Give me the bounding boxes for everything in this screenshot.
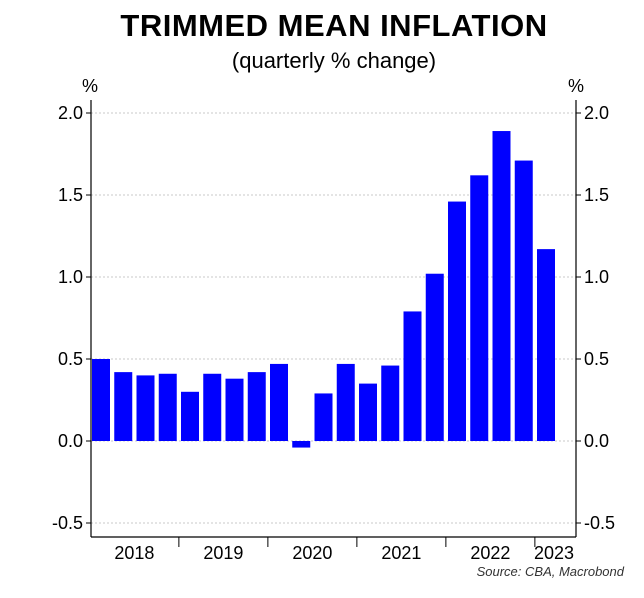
left-unit-label: %	[82, 76, 98, 96]
y-tick-label-left: 0.5	[58, 349, 83, 369]
x-tick-label: 2021	[381, 543, 421, 563]
bar	[336, 363, 355, 441]
y-tick-label-right: 2.0	[584, 103, 609, 123]
bar	[425, 273, 444, 441]
y-tick-label-right: 1.0	[584, 267, 609, 287]
bar	[492, 131, 511, 442]
x-tick-label: 2018	[114, 543, 154, 563]
bar	[537, 249, 555, 441]
axes	[86, 100, 581, 547]
bar	[181, 391, 199, 441]
x-tick-label: 2022	[470, 543, 510, 563]
tick-labels: -0.5 -0.5 0.0 0.0 0.5 0.5 1.0 1.0 1.5 1.5 2.0 2.0 20…	[52, 103, 615, 563]
right-unit-label: %	[568, 76, 584, 96]
bar	[403, 311, 422, 441]
bar	[92, 359, 110, 441]
bar	[247, 372, 266, 441]
bar	[381, 365, 400, 441]
y-tick-label-left: -0.5	[52, 513, 83, 533]
y-tick-label-right: 0.5	[584, 349, 609, 369]
chart-title: TRIMMED MEAN INFLATION	[120, 8, 548, 43]
bar	[448, 201, 466, 441]
x-tick-label: 2023	[534, 543, 574, 563]
x-tick-label: 2020	[292, 543, 332, 563]
bar	[292, 441, 311, 448]
y-tick-label-right: 0.0	[584, 431, 609, 451]
bar	[225, 378, 244, 441]
x-tick-label: 2019	[203, 543, 243, 563]
y-tick-label-left: 1.0	[58, 267, 83, 287]
chart-subtitle: (quarterly % change)	[231, 48, 437, 73]
bar	[514, 160, 533, 441]
bar	[314, 393, 333, 441]
y-tick-label-left: 1.5	[58, 185, 83, 205]
bar	[359, 383, 377, 441]
bar	[158, 373, 177, 441]
bar	[270, 363, 288, 441]
source-note: Source: CBA, Macrobond	[476, 564, 624, 579]
bar	[136, 375, 155, 441]
y-tick-label-left: 0.0	[58, 431, 83, 451]
y-tick-label-right: -0.5	[584, 513, 615, 533]
bars	[92, 131, 555, 448]
y-tick-label-right: 1.5	[584, 185, 609, 205]
y-tick-label-left: 2.0	[58, 103, 83, 123]
bar	[203, 373, 222, 441]
bar	[470, 175, 489, 441]
bar	[114, 372, 133, 441]
